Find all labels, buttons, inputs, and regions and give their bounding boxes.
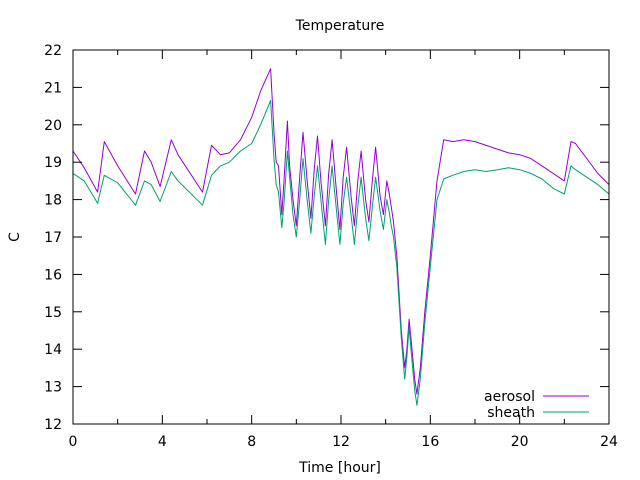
y-tick-label: 15	[44, 305, 62, 321]
series-line-sheath	[72, 100, 610, 406]
legend-label-sheath: sheath	[487, 405, 535, 421]
y-tick-label: 19	[44, 155, 62, 171]
x-axis: 0 4 8 12 16 20 24	[69, 50, 618, 450]
x-tick-label: 20	[511, 434, 529, 450]
y-tick-label: 18	[44, 193, 62, 209]
x-tick-label: 0	[69, 434, 78, 450]
series-layer	[72, 68, 610, 406]
x-axis-label: Time [hour]	[298, 460, 381, 476]
x-tick-label: 24	[600, 434, 618, 450]
y-tick-label: 16	[44, 267, 62, 283]
x-tick-label: 16	[421, 434, 439, 450]
y-tick-label: 21	[44, 80, 62, 96]
y-tick-label: 12	[44, 417, 62, 433]
x-tick-label: 12	[332, 434, 350, 450]
legend-label-aerosol: aerosol	[484, 389, 535, 405]
x-tick-label: 4	[158, 434, 167, 450]
y-tick-label: 13	[44, 380, 62, 396]
y-axis-label: C	[7, 232, 23, 242]
y-axis: 12 13 14 15 16 17 18 19 20 21 22	[44, 43, 609, 433]
y-tick-label: 22	[44, 43, 62, 59]
series-line-aerosol	[72, 68, 610, 395]
x-tick-label: 8	[247, 434, 256, 450]
y-tick-label: 14	[44, 342, 62, 358]
y-tick-label: 20	[44, 118, 62, 134]
y-tick-label: 17	[44, 230, 62, 246]
chart-title: Temperature	[295, 18, 385, 34]
